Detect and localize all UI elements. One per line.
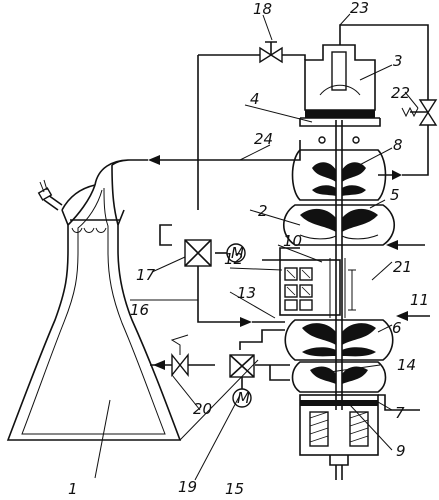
- label-8: 8: [393, 136, 403, 154]
- label-15: 15: [225, 480, 244, 498]
- label-3: 3: [393, 52, 403, 70]
- label-20: 20: [193, 400, 212, 418]
- part-numbers: 1 2 3 4 5 6 7 8 9 10 11 12 13 14 15 16 1…: [68, 0, 429, 498]
- label-16: 16: [130, 301, 149, 319]
- label-23: 23: [350, 0, 369, 17]
- control-unit-17: M: [184, 239, 246, 267]
- label-5: 5: [390, 186, 400, 204]
- turbopump-assembly: [262, 44, 420, 480]
- label-17: 17: [136, 266, 156, 284]
- label-6: 6: [392, 319, 402, 337]
- label-1: 1: [68, 480, 78, 498]
- label-10: 10: [283, 232, 302, 250]
- piping: [130, 24, 429, 381]
- label-2: 2: [258, 202, 268, 220]
- control-unit-19: M: [229, 354, 255, 408]
- label-18: 18: [253, 0, 272, 18]
- label-4: 4: [250, 90, 260, 108]
- label-22: 22: [391, 84, 410, 102]
- label-14: 14: [397, 356, 416, 374]
- label-21: 21: [393, 258, 412, 276]
- gearbox-hatch: [284, 267, 313, 311]
- inlet-arrows: [386, 240, 430, 321]
- motor-label-17: M: [231, 244, 244, 262]
- valve-22: [401, 99, 438, 126]
- label-11: 11: [410, 291, 429, 309]
- valve-18: [259, 41, 283, 64]
- valve-20: [170, 334, 189, 377]
- label-24: 24: [254, 130, 273, 148]
- label-19: 19: [178, 478, 197, 496]
- motor-label-19: M: [237, 389, 250, 407]
- label-13: 13: [237, 284, 256, 302]
- label-9: 9: [396, 442, 406, 460]
- leader-lines: [94, 13, 419, 481]
- thrust-chamber: [6, 159, 182, 441]
- label-12: 12: [224, 250, 243, 268]
- label-7: 7: [395, 404, 405, 422]
